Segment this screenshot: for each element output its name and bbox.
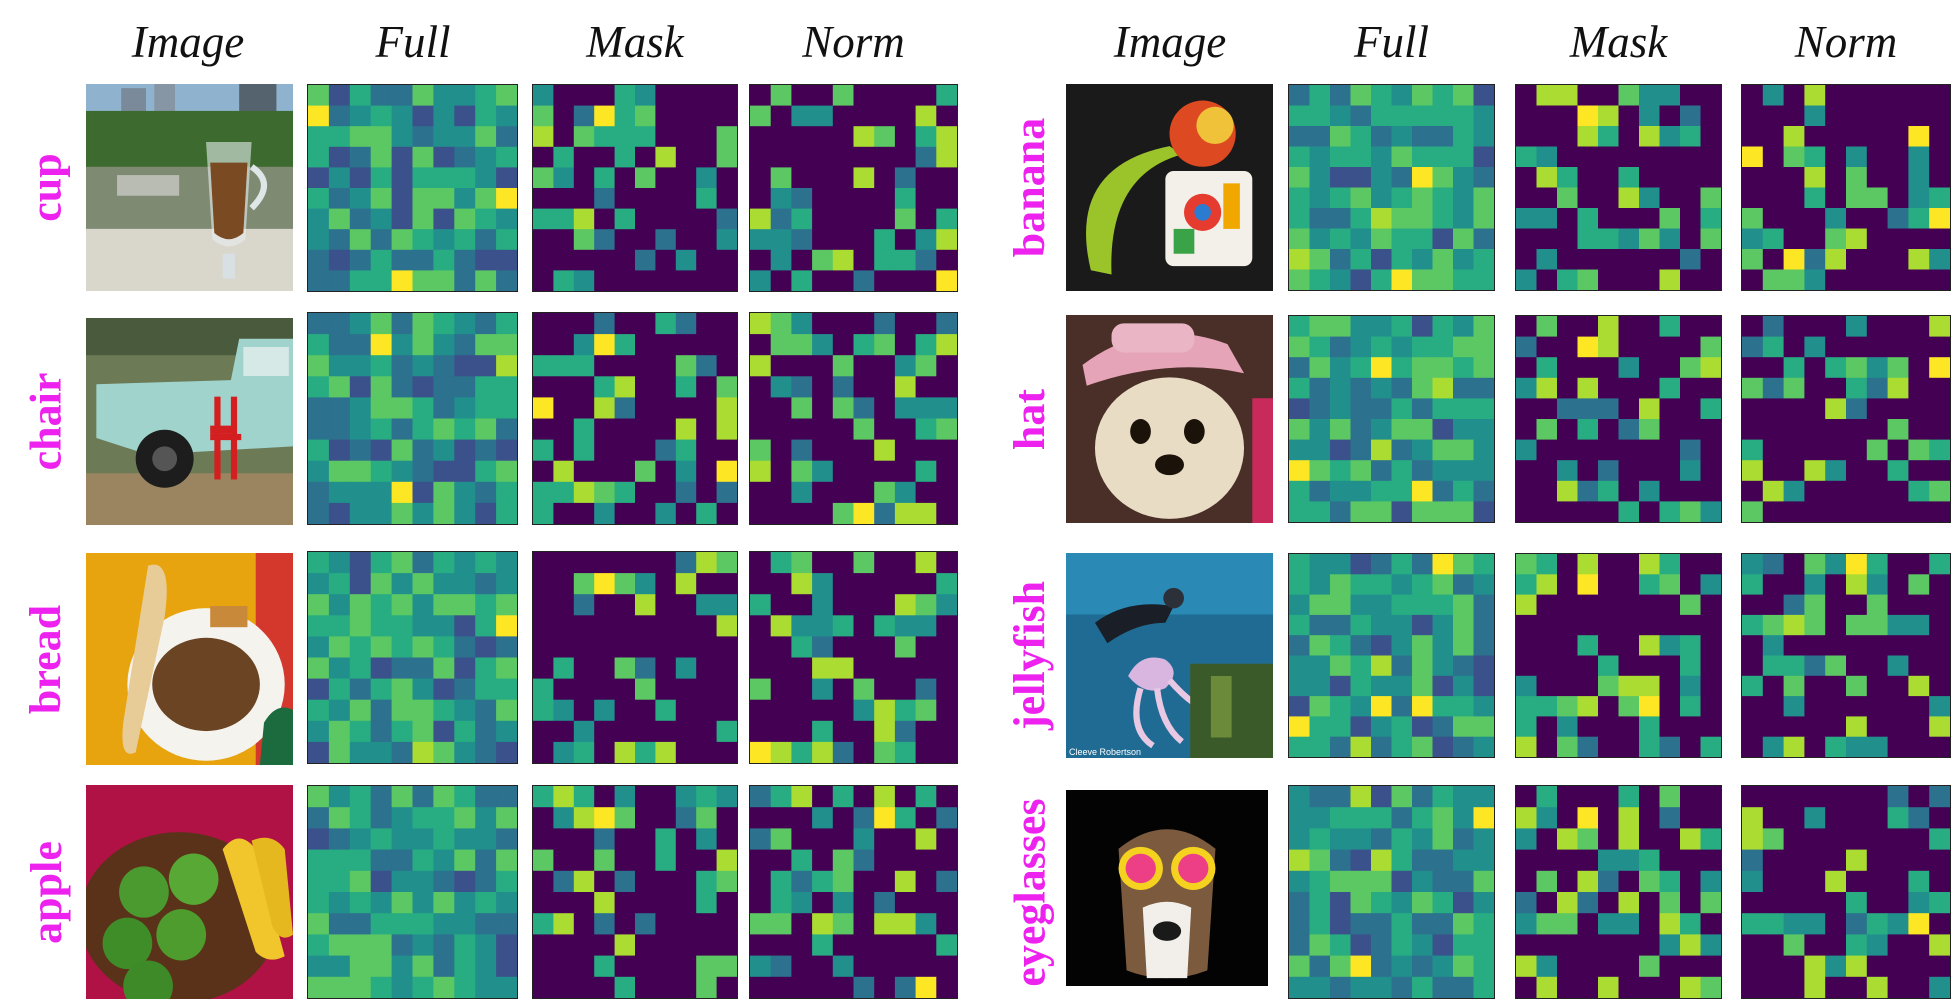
heatmap-banana-mask	[1515, 84, 1722, 291]
heatmap-hat-mask	[1515, 315, 1722, 523]
row-label-chair: chair	[16, 318, 76, 525]
photo-banana	[1066, 84, 1273, 291]
row-label-text: jellyfish	[1005, 580, 1055, 731]
row-label-apple: apple	[16, 785, 76, 999]
row-label-eyeglasses: eyeglasses	[1000, 785, 1060, 999]
heatmap-jellyfish-full	[1288, 553, 1495, 758]
heatmap-apple-full	[307, 785, 518, 999]
photo-hat	[1066, 315, 1273, 523]
heatmap-banana-norm	[1741, 84, 1951, 291]
header-image-left: Image	[131, 17, 245, 67]
heatmap-bread-full	[307, 551, 518, 764]
row-label-bread: bread	[16, 553, 76, 765]
photo-chair	[86, 318, 293, 525]
heatmap-apple-mask	[532, 785, 738, 999]
heatmap-hat-full	[1288, 315, 1495, 523]
heatmap-chair-norm	[749, 312, 958, 525]
heatmap-cup-full	[307, 84, 518, 292]
header-image-right: Image	[1113, 17, 1227, 67]
heatmap-cup-norm	[749, 84, 958, 292]
photo-bread	[86, 553, 293, 765]
heatmap-bread-mask	[532, 551, 738, 764]
photo-caption: Cleeve Robertson	[1069, 747, 1142, 757]
row-label-text: hat	[1005, 388, 1055, 450]
row-label-jellyfish: jellyfish	[1000, 553, 1060, 758]
row-label-text: banana	[1005, 117, 1055, 257]
row-label-text: chair	[21, 372, 71, 471]
photo-apple	[86, 785, 293, 999]
row-label-text: eyeglasses	[1005, 797, 1055, 987]
heatmap-cup-mask	[532, 84, 738, 292]
header-mask-right: Mask	[1569, 17, 1668, 67]
header-norm-right: Norm	[1794, 17, 1898, 67]
heatmap-jellyfish-mask	[1515, 553, 1722, 758]
row-label-text: bread	[21, 604, 71, 714]
row-label-text: apple	[21, 840, 71, 944]
heatmap-hat-norm	[1741, 315, 1951, 523]
heatmap-apple-norm	[749, 785, 958, 999]
heatmap-eyeglasses-full	[1288, 785, 1495, 999]
photo-cup	[86, 84, 293, 291]
header-full-left: Full	[375, 17, 451, 67]
photo-jellyfish: Cleeve Robertson	[1066, 553, 1273, 758]
heatmap-eyeglasses-mask	[1515, 785, 1722, 999]
row-label-text: cup	[21, 152, 71, 222]
heatmap-bread-norm	[749, 551, 958, 764]
heatmap-chair-mask	[532, 312, 738, 525]
heatmap-chair-full	[307, 312, 518, 525]
header-mask-left: Mask	[586, 17, 684, 67]
header-full-right: Full	[1354, 17, 1429, 67]
row-label-cup: cup	[16, 83, 76, 291]
photo-eyeglasses	[1066, 790, 1268, 986]
row-label-banana: banana	[1000, 83, 1060, 291]
heatmap-banana-full	[1288, 84, 1495, 291]
heatmap-jellyfish-norm	[1741, 553, 1951, 758]
heatmap-eyeglasses-norm	[1741, 785, 1951, 999]
header-norm-left: Norm	[802, 17, 905, 67]
row-label-hat: hat	[1000, 315, 1060, 523]
